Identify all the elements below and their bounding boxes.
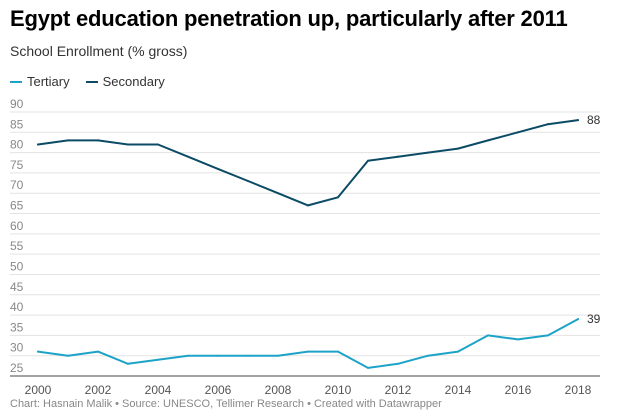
legend-swatch-secondary [85,80,98,83]
y-tick-label: 35 [10,320,24,334]
data-point-tertiary [547,334,549,337]
data-point-secondary [337,196,339,199]
data-point-secondary [157,143,159,146]
data-point-secondary [307,204,309,207]
y-tick-label: 45 [10,280,24,294]
y-tick-label: 40 [10,300,24,314]
x-tick-label: 2000 [25,383,52,397]
data-point-tertiary [427,354,429,357]
y-tick-label: 50 [10,259,24,273]
data-point-tertiary [307,350,309,353]
data-point-tertiary [577,318,579,321]
x-tick-label: 2002 [85,383,112,397]
data-point-tertiary [337,350,339,353]
data-point-tertiary [247,354,249,357]
y-tick-label: 65 [10,199,24,213]
data-point-tertiary [67,354,69,357]
data-point-tertiary [37,350,39,353]
y-tick-label: 70 [10,178,24,192]
data-point-tertiary [97,350,99,353]
data-point-tertiary [487,334,489,337]
data-point-secondary [187,155,189,158]
data-point-tertiary [397,362,399,365]
chart-title: Egypt education penetration up, particul… [10,6,568,31]
x-tick-label: 2008 [265,383,292,397]
chart-footer: Chart: Hasnain Malik • Source: UNESCO, T… [10,398,442,410]
data-point-tertiary [367,366,369,369]
x-tick-label: 2012 [385,383,412,397]
legend-swatch-tertiary [10,80,22,83]
data-point-tertiary [157,358,159,361]
data-point-secondary [547,123,549,126]
y-tick-label: 60 [10,219,24,233]
x-tick-label: 2004 [145,383,172,397]
data-point-tertiary [517,338,519,341]
x-tick-label: 2006 [205,383,232,397]
end-label-secondary: 88 [587,113,601,127]
x-tick-label: 2010 [325,383,352,397]
legend-item-secondary: Secondary [85,74,165,89]
legend-label-tertiary: Tertiary [27,74,70,89]
x-tick-label: 2014 [445,383,472,397]
data-point-secondary [397,155,399,158]
data-point-tertiary [277,354,279,357]
data-point-secondary [577,119,579,122]
legend-label-secondary: Secondary [102,74,165,89]
legend: Tertiary Secondary [10,74,165,89]
series-line-tertiary [37,318,579,369]
data-point-secondary [247,180,249,183]
data-point-tertiary [457,350,459,353]
y-tick-label: 30 [10,341,24,355]
data-point-secondary [37,143,39,146]
data-point-secondary [67,139,69,142]
y-tick-label: 90 [10,97,24,111]
data-point-secondary [427,151,429,154]
data-point-secondary [97,139,99,142]
data-point-secondary [277,192,279,195]
x-tick-label: 2016 [505,383,532,397]
chart-subtitle: School Enrollment (% gross) [10,43,188,59]
y-tick-label: 85 [10,117,24,131]
legend-item-tertiary: Tertiary [10,74,70,89]
data-point-secondary [127,143,129,146]
data-point-secondary [367,159,369,162]
y-tick-label: 75 [10,158,24,172]
data-point-tertiary [217,354,219,357]
end-label-tertiary: 39 [587,312,601,326]
y-tick-label: 80 [10,138,24,152]
y-tick-label: 55 [10,239,24,253]
y-tick-label: 25 [10,361,24,375]
x-tick-label: 2018 [565,383,592,397]
data-point-secondary [517,131,519,134]
data-point-secondary [487,139,489,142]
data-point-tertiary [187,354,189,357]
series-line-secondary [37,119,579,207]
data-point-secondary [457,147,459,150]
data-point-tertiary [127,362,129,365]
data-point-secondary [217,167,219,170]
